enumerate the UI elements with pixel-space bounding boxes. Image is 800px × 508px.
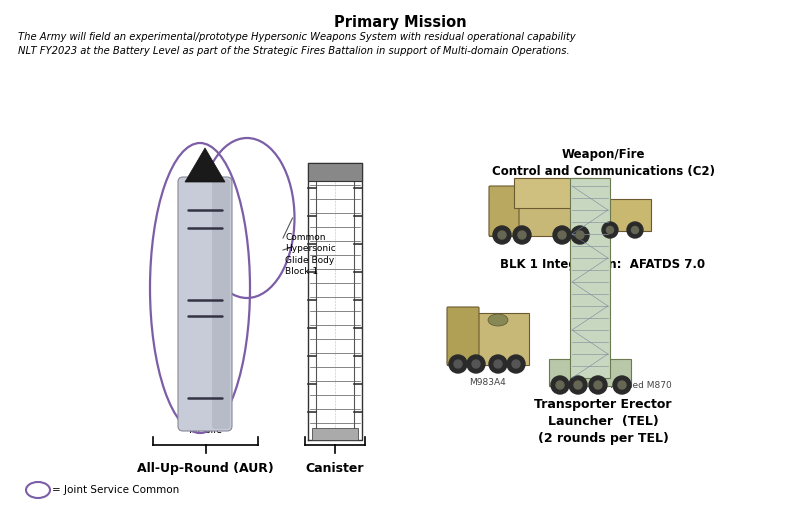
- Circle shape: [449, 355, 467, 373]
- Text: Canister: Canister: [306, 462, 364, 475]
- Circle shape: [512, 360, 520, 368]
- Circle shape: [489, 355, 507, 373]
- Circle shape: [551, 376, 569, 394]
- Circle shape: [618, 381, 626, 389]
- FancyBboxPatch shape: [178, 177, 232, 431]
- FancyBboxPatch shape: [514, 178, 591, 208]
- FancyBboxPatch shape: [312, 428, 358, 440]
- Circle shape: [594, 381, 602, 389]
- FancyBboxPatch shape: [308, 163, 362, 181]
- Text: All-Up-Round (AUR): All-Up-Round (AUR): [137, 462, 274, 475]
- Text: Transporter Erector
Launcher  (TEL)
(2 rounds per TEL): Transporter Erector Launcher (TEL) (2 ro…: [534, 398, 672, 445]
- FancyBboxPatch shape: [594, 199, 651, 231]
- Circle shape: [613, 376, 631, 394]
- Circle shape: [494, 360, 502, 368]
- Ellipse shape: [488, 314, 508, 326]
- FancyBboxPatch shape: [212, 179, 230, 429]
- Circle shape: [556, 381, 564, 389]
- Circle shape: [518, 231, 526, 239]
- Circle shape: [553, 226, 571, 244]
- Circle shape: [606, 227, 614, 234]
- Circle shape: [589, 376, 607, 394]
- Text: NLT FY2023 at the Battery Level as part of the Strategic Fires Battalion in supp: NLT FY2023 at the Battery Level as part …: [18, 46, 570, 56]
- Text: = Joint Service Common: = Joint Service Common: [52, 485, 179, 495]
- Text: M983A4: M983A4: [470, 378, 506, 387]
- Circle shape: [631, 227, 638, 234]
- Circle shape: [467, 355, 485, 373]
- Text: BLK 1 Integration:  AFATDS 7.0: BLK 1 Integration: AFATDS 7.0: [501, 258, 706, 271]
- Text: Weapon/Fire
Control and Communications (C2): Weapon/Fire Control and Communications (…: [491, 148, 714, 178]
- Circle shape: [454, 360, 462, 368]
- Circle shape: [507, 355, 525, 373]
- Circle shape: [493, 226, 511, 244]
- Circle shape: [558, 231, 566, 239]
- Text: Primary Mission: Primary Mission: [334, 15, 466, 30]
- Circle shape: [574, 381, 582, 389]
- Circle shape: [571, 226, 589, 244]
- FancyBboxPatch shape: [549, 359, 631, 386]
- Circle shape: [602, 222, 618, 238]
- Circle shape: [576, 231, 584, 239]
- Text: Missile: Missile: [189, 425, 222, 435]
- Polygon shape: [185, 148, 225, 182]
- Circle shape: [569, 376, 587, 394]
- Circle shape: [627, 222, 643, 238]
- Text: Modified M870: Modified M870: [605, 381, 672, 390]
- Text: The Army will field an experimental/prototype Hypersonic Weapons System with res: The Army will field an experimental/prot…: [18, 32, 576, 42]
- FancyBboxPatch shape: [489, 194, 591, 236]
- Circle shape: [472, 360, 480, 368]
- Text: Common
Hypersonic
Glide Body
Block 1: Common Hypersonic Glide Body Block 1: [285, 233, 336, 276]
- FancyBboxPatch shape: [489, 186, 519, 236]
- FancyBboxPatch shape: [447, 307, 479, 365]
- Circle shape: [513, 226, 531, 244]
- FancyBboxPatch shape: [570, 178, 610, 378]
- FancyBboxPatch shape: [447, 313, 529, 365]
- Circle shape: [498, 231, 506, 239]
